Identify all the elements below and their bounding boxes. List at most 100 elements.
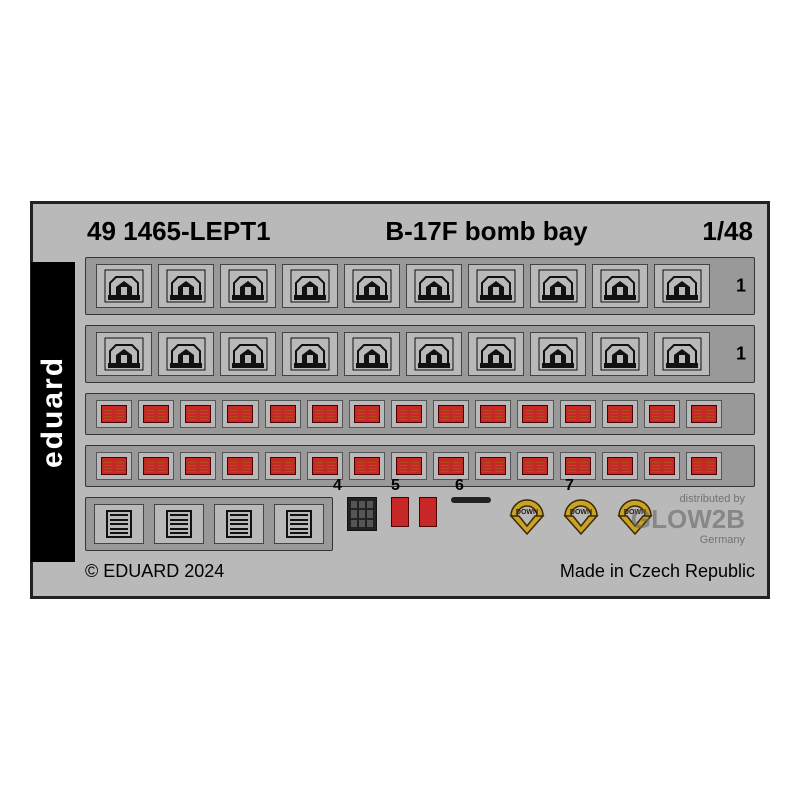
product-name: B-17F bomb bay <box>385 216 587 247</box>
row-number: 1 <box>736 344 746 365</box>
panel-cell <box>96 452 132 480</box>
label-5: 5 <box>391 477 400 495</box>
arrow-down-icon: DOWN <box>507 498 547 536</box>
shackle-icon <box>662 337 702 371</box>
red-panel-icon <box>522 457 548 475</box>
shackle-icon <box>352 269 392 303</box>
wm-brand: GLOW2B <box>631 505 745 534</box>
shackle-cell <box>220 332 276 376</box>
panel-cell <box>307 452 343 480</box>
shackle-icon <box>538 337 578 371</box>
shackle-cell <box>592 264 648 308</box>
red-panel-icon <box>691 405 717 423</box>
red-panel-icon <box>227 405 253 423</box>
red-panel-icon <box>438 405 464 423</box>
hinge-cell <box>94 504 144 544</box>
red-panel-icon <box>270 405 296 423</box>
panel-cell <box>391 452 427 480</box>
red-panel-icon <box>143 457 169 475</box>
down-arrow: DOWN <box>505 497 549 537</box>
hinge-cell <box>154 504 204 544</box>
tie-bar-icon <box>451 497 491 503</box>
shackle-icon <box>600 337 640 371</box>
row-2b: 2 <box>85 445 755 487</box>
red-panel-icon <box>649 405 675 423</box>
red-panel-icon <box>480 405 506 423</box>
panel-cell <box>180 400 216 428</box>
shackle-cell <box>468 264 524 308</box>
red-panel-icon <box>480 457 506 475</box>
red-panel-icon <box>354 457 380 475</box>
red-tag-icon <box>391 497 409 527</box>
shackle-cell <box>406 332 462 376</box>
shackle-icon <box>600 269 640 303</box>
shackle-icon <box>414 269 454 303</box>
svg-text:DOWN: DOWN <box>516 509 538 516</box>
shackle-icon <box>228 269 268 303</box>
misc-5: 5 <box>391 497 437 527</box>
scale: 1/48 <box>702 216 753 247</box>
panel-cell <box>602 400 638 428</box>
panel-cell <box>686 400 722 428</box>
shackle-icon <box>104 337 144 371</box>
distributor-watermark: distributed by GLOW2B Germany <box>631 493 745 546</box>
hinge-icon <box>166 510 192 538</box>
grille-icon <box>347 497 377 531</box>
shackle-icon <box>290 337 330 371</box>
shackle-cell <box>282 332 338 376</box>
panel-cell <box>138 452 174 480</box>
red-panel-icon <box>691 457 717 475</box>
row-3: 3 <box>85 497 333 551</box>
row-1a: 1 <box>85 257 755 315</box>
red-panel-icon <box>227 457 253 475</box>
code: 49 1465-LEPT1 <box>87 216 271 247</box>
pe-fret: eduard 49 1465-LEPT1 B-17F bomb bay 1/48… <box>30 201 770 599</box>
shackle-icon <box>166 337 206 371</box>
shackle-cell <box>406 264 462 308</box>
shackle-cell <box>654 332 710 376</box>
red-panel-icon <box>185 405 211 423</box>
shackle-cell <box>158 264 214 308</box>
red-panel-icon <box>312 405 338 423</box>
red-panel-icon <box>270 457 296 475</box>
red-panel-icon <box>396 405 422 423</box>
panel-cell <box>222 452 258 480</box>
red-panel-icon <box>565 457 591 475</box>
panel-cell <box>644 400 680 428</box>
red-panel-icon <box>101 457 127 475</box>
made-in: Made in Czech Republic <box>560 561 755 582</box>
red-panel-icon <box>143 405 169 423</box>
shackle-cell <box>344 332 400 376</box>
red-panel-icon <box>607 457 633 475</box>
shackle-cell <box>344 264 400 308</box>
panel-cell <box>265 400 301 428</box>
red-panel-icon <box>522 405 548 423</box>
shackle-cell <box>530 332 586 376</box>
red-tag-icon <box>419 497 437 527</box>
shackle-icon <box>104 269 144 303</box>
panel-cell <box>560 400 596 428</box>
shackle-cell <box>96 264 152 308</box>
panel-cell <box>222 400 258 428</box>
shackle-icon <box>166 269 206 303</box>
hinge-icon <box>226 510 252 538</box>
red-panel-icon <box>438 457 464 475</box>
header: 49 1465-LEPT1 B-17F bomb bay 1/48 <box>85 214 755 257</box>
panel-cell <box>180 452 216 480</box>
panel-cell <box>475 452 511 480</box>
row-number: 1 <box>736 276 746 297</box>
shackle-cell <box>96 332 152 376</box>
panel-cell <box>391 400 427 428</box>
panel-cell <box>475 400 511 428</box>
copyright: © EDUARD 2024 <box>85 561 224 582</box>
row-number: 2 <box>60 404 70 425</box>
misc-6: 6 <box>451 497 491 503</box>
panel-cell <box>138 400 174 428</box>
red-panel-icon <box>565 405 591 423</box>
svg-text:DOWN: DOWN <box>570 509 592 516</box>
panel-cell <box>517 452 553 480</box>
hinge-cell <box>274 504 324 544</box>
shackle-icon <box>476 337 516 371</box>
down-arrow: DOWN <box>559 497 603 537</box>
shackle-icon <box>476 269 516 303</box>
